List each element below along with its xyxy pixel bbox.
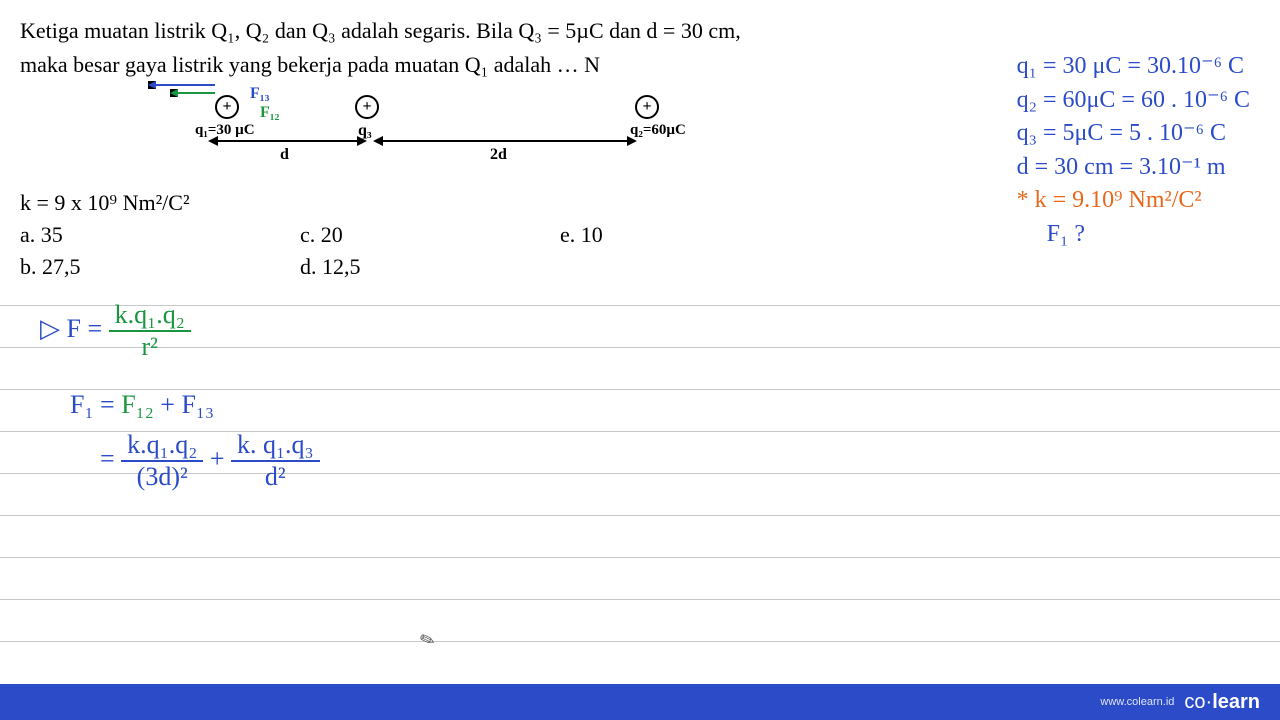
f1-expanded: = k.q₁.q₂ (3d)² + k. q₁.q₃ d² (100, 430, 320, 492)
footer-bar: www.colearn.id co·learn (0, 684, 1280, 720)
given-question: F₁ ? (1017, 218, 1250, 252)
given-q3: q₃ = 5μC = 5 . 10⁻⁶ C (1017, 117, 1250, 151)
formula-coulomb: ▷ F = k.q₁.q₂ r² (40, 300, 191, 362)
option-c: c. 20 (300, 222, 343, 248)
given-q1: q₁ = 30 μC = 30.10⁻⁶ C (1017, 50, 1250, 84)
option-e: e. 10 (560, 222, 603, 248)
problem-line1: Ketiga muatan listrik Q₁, Q₂ dan Q₃ adal… (20, 18, 741, 44)
given-data-block: q₁ = 30 μC = 30.10⁻⁶ C q₂ = 60μC = 60 . … (1017, 50, 1250, 252)
label-d: d (280, 146, 289, 164)
label-f12: F₁₂ (260, 104, 279, 122)
label-q2: q₂=60µC (630, 122, 686, 139)
f1-equation: F₁ = F₁₂ + F₁₃ (70, 390, 214, 420)
charge-q1: + (215, 95, 239, 119)
charge-diagram: + + + F₁₃ F₁₂ q₁=30 µC q₃ q₂=60µC d 2d (180, 90, 700, 170)
label-2d: 2d (490, 146, 507, 164)
given-k: * k = 9.10⁹ Nm²/C² (1017, 184, 1250, 218)
footer-url: www.colearn.id (1100, 696, 1174, 708)
ruled-paper (0, 305, 1280, 685)
option-a: a. 35 (20, 222, 63, 248)
distance-d-arrow (210, 140, 365, 142)
charge-q2: + (635, 95, 659, 119)
given-d: d = 30 cm = 3.10⁻¹ m (1017, 151, 1250, 185)
force-f12-arrow (172, 92, 215, 94)
distance-2d-arrow (375, 140, 635, 142)
option-b: b. 27,5 (20, 254, 81, 280)
option-d: d. 12,5 (300, 254, 361, 280)
k-constant: k = 9 x 10⁹ Nm²/C² (20, 190, 190, 216)
given-q2: q₂ = 60μC = 60 . 10⁻⁶ C (1017, 84, 1250, 118)
label-q1: q₁=30 µC (195, 122, 255, 139)
charge-q3: + (355, 95, 379, 119)
force-f13-arrow (150, 84, 215, 86)
problem-line2: maka besar gaya listrik yang bekerja pad… (20, 52, 600, 78)
label-f13: F₁₃ (250, 85, 269, 103)
footer-brand: co·learn (1184, 691, 1260, 714)
